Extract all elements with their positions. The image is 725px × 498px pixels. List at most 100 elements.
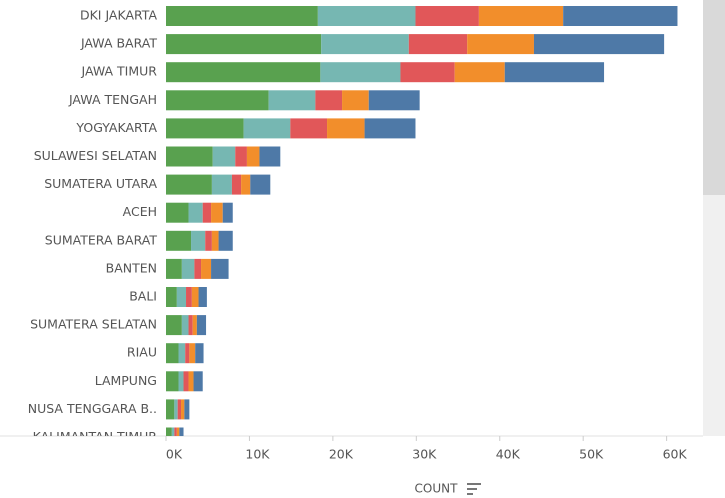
y-tick-label: NUSA TENGGARA B.. <box>28 401 157 416</box>
scrollbar-thumb[interactable] <box>703 0 725 195</box>
bar-segment <box>178 371 184 392</box>
bar-segment <box>185 343 190 364</box>
x-tick-label: 0K <box>166 447 183 462</box>
y-tick-label: RIAU <box>127 345 157 360</box>
bar-segment <box>195 343 204 364</box>
bar-segment <box>176 287 187 307</box>
y-tick-label: JAWA TENGAH <box>68 92 157 107</box>
bar-segment <box>188 202 203 223</box>
bar-segment <box>166 62 321 83</box>
bar-segment <box>478 6 564 26</box>
bar-segment <box>166 202 189 223</box>
bar-segment <box>174 399 178 420</box>
bar-segment <box>186 287 192 307</box>
x-tick-label: 50K <box>579 447 604 462</box>
bar-segment <box>166 399 175 420</box>
bar-segment <box>189 343 196 364</box>
bar-segment <box>191 230 206 251</box>
bar-segment <box>211 258 229 279</box>
bar-segment <box>205 230 212 251</box>
y-tick-label: LAMPUNG <box>95 373 157 388</box>
bar-segment <box>166 6 318 26</box>
bar-segment <box>174 427 177 436</box>
x-tick-label: 10K <box>245 447 270 462</box>
y-tick-label: JAWA BARAT <box>80 36 157 51</box>
bar-segment <box>327 118 365 139</box>
y-tick-label: ACEH <box>123 204 157 219</box>
bar-segment <box>250 174 271 195</box>
bar-segment <box>166 287 177 307</box>
bar-segment <box>166 343 179 364</box>
bar-segment <box>166 371 179 392</box>
x-axis: 0K 10K 20K 30K 40K 50K 60K <box>165 436 688 462</box>
bar-segment <box>166 230 192 251</box>
bar-segment <box>218 230 233 251</box>
bar-segment <box>166 34 322 55</box>
bar-segment <box>166 174 212 195</box>
bar-segment <box>317 6 416 26</box>
y-tick-label: YOGYAKARTA <box>75 120 157 135</box>
bar-segment <box>268 90 316 111</box>
x-tick-label: 40K <box>496 447 521 462</box>
bar-segment <box>231 174 242 195</box>
y-tick-label: KALIMANTAN TIMUR <box>33 429 158 444</box>
bar-segment <box>188 371 194 392</box>
bar-segment <box>342 90 369 111</box>
y-tick-label: JAWA TIMUR <box>81 64 158 79</box>
bar-segment <box>166 427 172 436</box>
bar-segment <box>166 90 269 111</box>
bar-segment <box>533 34 665 55</box>
bar-segment <box>400 62 455 83</box>
bar-segment <box>181 315 189 336</box>
bar-segment <box>176 427 180 436</box>
bar-segment <box>211 202 223 223</box>
y-tick-label: BALI <box>129 289 157 304</box>
bar-segment <box>166 118 244 139</box>
bar-segment <box>320 62 401 83</box>
bar-segment <box>290 118 328 139</box>
bar-segment <box>454 62 505 83</box>
y-tick-label: SULAWESI SELATAN <box>34 148 157 163</box>
bar-segment <box>171 427 175 436</box>
bar-segment <box>211 230 219 251</box>
bar-segment <box>196 315 207 336</box>
bar-segment <box>202 202 212 223</box>
bar-segment <box>368 90 420 111</box>
x-tick-label: 30K <box>412 447 437 462</box>
sort-icon[interactable] <box>467 483 481 495</box>
bar-segment <box>188 315 193 336</box>
bar-segment <box>177 399 182 420</box>
bar-segment <box>246 146 260 167</box>
x-tick-label: 60K <box>663 447 688 462</box>
y-tick-label: BANTEN <box>106 260 157 275</box>
y-tick-label: SUMATERA UTARA <box>44 176 157 191</box>
bar-segment <box>178 343 186 364</box>
bar-segment <box>563 6 678 26</box>
bar-segment <box>504 62 605 83</box>
bar-segment <box>201 258 212 279</box>
bar-segment <box>194 258 202 279</box>
bar-segment <box>184 399 190 420</box>
bar-segment <box>193 371 203 392</box>
x-axis-label: COUNT <box>415 482 459 496</box>
bar-segment <box>467 34 534 55</box>
bar-segment <box>191 287 199 307</box>
bar-segment <box>315 90 343 111</box>
bar-segment <box>179 427 184 436</box>
y-tick-label: SUMATERA BARAT <box>45 232 158 247</box>
x-tick-label: 20K <box>329 447 354 462</box>
bar-segment <box>415 6 479 26</box>
bar-segment <box>181 258 195 279</box>
plot-area: DKI JAKARTA JAWA BARAT JAWA TIMUR JAWA TENG… <box>28 6 678 444</box>
y-tick-label: DKI JAKARTA <box>80 8 157 23</box>
bar-segment <box>166 146 213 167</box>
bar-segment <box>364 118 416 139</box>
bar-segment <box>408 34 468 55</box>
bar-segment <box>192 315 197 336</box>
bar-segment <box>321 34 409 55</box>
bar-segment <box>166 258 182 279</box>
bar-segment <box>183 371 189 392</box>
bar-segment <box>212 146 236 167</box>
bar-segment <box>259 146 281 167</box>
